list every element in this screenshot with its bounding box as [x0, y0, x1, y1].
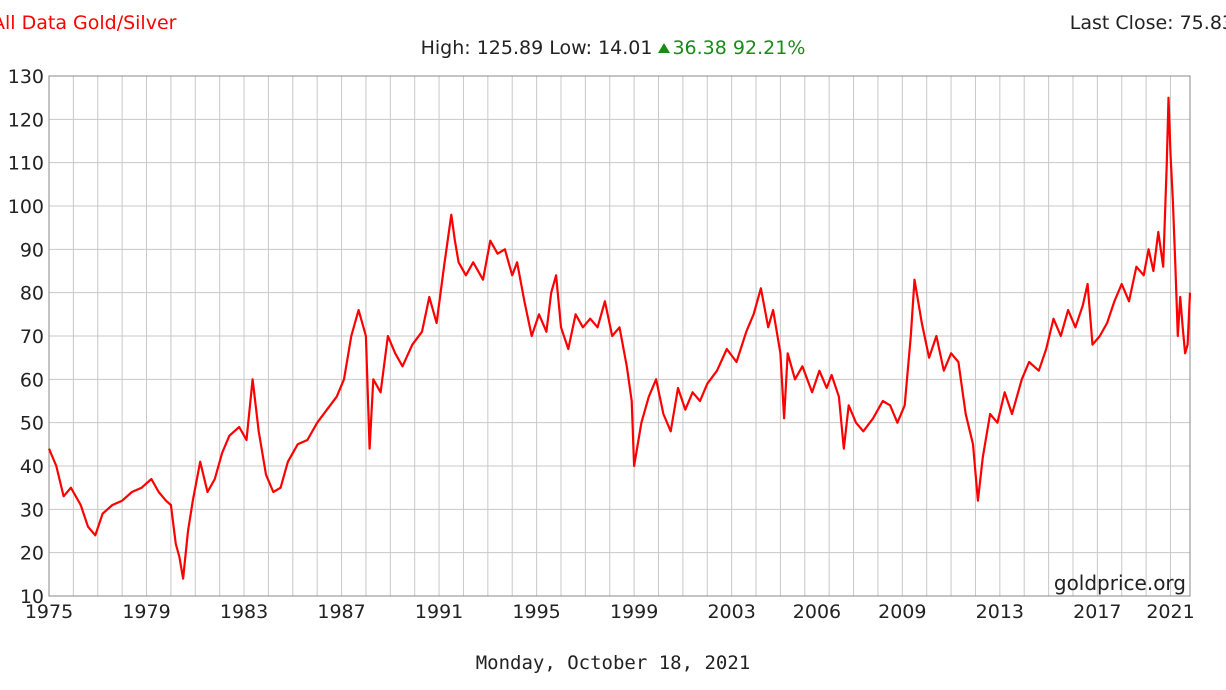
x-tick-label: 2013: [976, 601, 1024, 623]
chart-title: All Data Gold/Silver: [0, 12, 177, 34]
stats-line: High: 125.89 Low: 14.01 36.38 92.21%: [0, 37, 1226, 59]
y-tick-label: 50: [20, 413, 44, 435]
x-tick-label: 1979: [122, 601, 170, 623]
low-value: Low: 14.01: [549, 37, 653, 59]
high-value: High: 125.89: [420, 37, 544, 59]
x-tick-label: 2021: [1146, 601, 1194, 623]
y-tick-label: 10: [20, 586, 44, 608]
y-tick-label: 70: [20, 326, 44, 348]
y-tick-label: 80: [20, 283, 44, 305]
x-tick-label: 1999: [610, 601, 658, 623]
series-line: [47, 96, 1192, 580]
grid-lines: [49, 75, 1190, 597]
y-tick-label: 110: [8, 153, 44, 175]
change-percent: 92.21%: [732, 37, 806, 59]
x-tick-label: 1991: [415, 601, 463, 623]
y-tick-label: 40: [20, 456, 44, 478]
x-tick-label: 1995: [512, 601, 560, 623]
plot-border: [48, 75, 1191, 597]
y-tick-label: 90: [20, 239, 44, 261]
x-tick-label: 2006: [793, 601, 841, 623]
y-tick-label: 120: [8, 109, 44, 131]
y-tick-label: 130: [8, 66, 44, 88]
x-tick-label: 2017: [1073, 601, 1121, 623]
last-close-label: Last Close: 75.83: [1069, 12, 1226, 34]
up-triangle-icon: [658, 42, 671, 53]
x-tick-label: 1983: [220, 601, 268, 623]
y-tick-label: 30: [20, 499, 44, 521]
y-tick-label: 60: [20, 369, 44, 391]
x-tick-label: 2003: [707, 601, 755, 623]
x-tick-label: 1987: [317, 601, 365, 623]
y-tick-label: 20: [20, 543, 44, 565]
y-tick-label: 100: [8, 196, 44, 218]
y-axis-ticks: 10 20 30 40 50 60 70 80 90 100 110 120 130: [8, 66, 44, 608]
x-tick-label: 2009: [878, 601, 926, 623]
footer-date: Monday, October 18, 2021: [475, 652, 751, 674]
x-axis-ticks: 1975 1979 1983 1987 1991 1995 1999 2003 2006 2009…: [25, 601, 1195, 623]
credit-label: goldprice.org: [1054, 571, 1186, 595]
x-tick-label: 1975: [25, 601, 73, 623]
change-value: 36.38: [672, 37, 727, 59]
